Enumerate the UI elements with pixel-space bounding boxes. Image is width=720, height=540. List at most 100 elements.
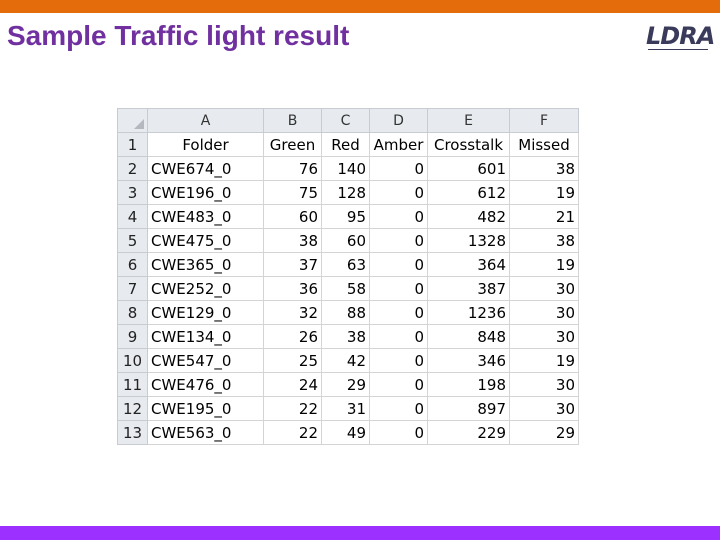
cell-green[interactable]: 22 [263, 420, 322, 445]
column-header-a[interactable]: A [147, 108, 264, 133]
row-number[interactable]: 7 [117, 276, 148, 301]
cell-folder[interactable]: CWE252_0 [147, 276, 264, 301]
cell-missed[interactable]: 30 [509, 324, 579, 349]
header-cell-folder[interactable]: Folder [147, 132, 264, 157]
cell-folder[interactable]: CWE475_0 [147, 228, 264, 253]
cell-red[interactable]: 38 [321, 324, 370, 349]
table-row: 10 CWE547_0 25 42 0 346 19 [117, 348, 579, 373]
row-number[interactable]: 2 [117, 156, 148, 181]
cell-crosstalk[interactable]: 482 [427, 204, 510, 229]
cell-amber[interactable]: 0 [369, 396, 428, 421]
cell-green[interactable]: 37 [263, 252, 322, 277]
cell-missed[interactable]: 19 [509, 252, 579, 277]
cell-folder[interactable]: CWE483_0 [147, 204, 264, 229]
cell-missed[interactable]: 30 [509, 396, 579, 421]
cell-green[interactable]: 38 [263, 228, 322, 253]
column-header-d[interactable]: D [369, 108, 428, 133]
cell-missed[interactable]: 19 [509, 180, 579, 205]
cell-red[interactable]: 128 [321, 180, 370, 205]
cell-missed[interactable]: 30 [509, 276, 579, 301]
cell-crosstalk[interactable]: 1236 [427, 300, 510, 325]
cell-red[interactable]: 58 [321, 276, 370, 301]
cell-green[interactable]: 22 [263, 396, 322, 421]
cell-amber[interactable]: 0 [369, 348, 428, 373]
cell-crosstalk[interactable]: 364 [427, 252, 510, 277]
select-all-corner[interactable] [117, 108, 148, 133]
cell-red[interactable]: 88 [321, 300, 370, 325]
cell-red[interactable]: 140 [321, 156, 370, 181]
cell-folder[interactable]: CWE134_0 [147, 324, 264, 349]
row-number[interactable]: 6 [117, 252, 148, 277]
cell-amber[interactable]: 0 [369, 252, 428, 277]
cell-green[interactable]: 32 [263, 300, 322, 325]
cell-green[interactable]: 36 [263, 276, 322, 301]
cell-amber[interactable]: 0 [369, 372, 428, 397]
cell-amber[interactable]: 0 [369, 156, 428, 181]
header-cell-green[interactable]: Green [263, 132, 322, 157]
cell-crosstalk[interactable]: 198 [427, 372, 510, 397]
cell-folder[interactable]: CWE476_0 [147, 372, 264, 397]
cell-red[interactable]: 31 [321, 396, 370, 421]
cell-crosstalk[interactable]: 346 [427, 348, 510, 373]
header-cell-red[interactable]: Red [321, 132, 370, 157]
row-number[interactable]: 4 [117, 204, 148, 229]
column-header-c[interactable]: C [321, 108, 370, 133]
cell-green[interactable]: 26 [263, 324, 322, 349]
table-row: 8 CWE129_0 32 88 0 1236 30 [117, 300, 579, 325]
cell-red[interactable]: 29 [321, 372, 370, 397]
header-cell-crosstalk[interactable]: Crosstalk [427, 132, 510, 157]
column-header-b[interactable]: B [263, 108, 322, 133]
row-number[interactable]: 13 [117, 420, 148, 445]
cell-green[interactable]: 24 [263, 372, 322, 397]
row-number[interactable]: 12 [117, 396, 148, 421]
cell-folder[interactable]: CWE547_0 [147, 348, 264, 373]
cell-folder[interactable]: CWE365_0 [147, 252, 264, 277]
cell-missed[interactable]: 19 [509, 348, 579, 373]
cell-amber[interactable]: 0 [369, 420, 428, 445]
cell-folder[interactable]: CWE674_0 [147, 156, 264, 181]
cell-red[interactable]: 63 [321, 252, 370, 277]
cell-green[interactable]: 60 [263, 204, 322, 229]
cell-red[interactable]: 60 [321, 228, 370, 253]
cell-amber[interactable]: 0 [369, 180, 428, 205]
cell-amber[interactable]: 0 [369, 324, 428, 349]
cell-folder[interactable]: CWE195_0 [147, 396, 264, 421]
cell-crosstalk[interactable]: 1328 [427, 228, 510, 253]
cell-folder[interactable]: CWE196_0 [147, 180, 264, 205]
cell-crosstalk[interactable]: 229 [427, 420, 510, 445]
cell-missed[interactable]: 30 [509, 300, 579, 325]
header-cell-amber[interactable]: Amber [369, 132, 428, 157]
cell-missed[interactable]: 38 [509, 228, 579, 253]
cell-folder[interactable]: CWE129_0 [147, 300, 264, 325]
row-number[interactable]: 11 [117, 372, 148, 397]
cell-red[interactable]: 95 [321, 204, 370, 229]
cell-crosstalk[interactable]: 612 [427, 180, 510, 205]
cell-missed[interactable]: 30 [509, 372, 579, 397]
row-number[interactable]: 10 [117, 348, 148, 373]
cell-green[interactable]: 76 [263, 156, 322, 181]
cell-crosstalk[interactable]: 601 [427, 156, 510, 181]
cell-missed[interactable]: 38 [509, 156, 579, 181]
row-number[interactable]: 8 [117, 300, 148, 325]
cell-missed[interactable]: 29 [509, 420, 579, 445]
row-number[interactable]: 9 [117, 324, 148, 349]
column-header-e[interactable]: E [427, 108, 510, 133]
cell-green[interactable]: 25 [263, 348, 322, 373]
cell-crosstalk[interactable]: 897 [427, 396, 510, 421]
column-header-f[interactable]: F [509, 108, 579, 133]
cell-red[interactable]: 49 [321, 420, 370, 445]
cell-crosstalk[interactable]: 848 [427, 324, 510, 349]
cell-amber[interactable]: 0 [369, 276, 428, 301]
row-number[interactable]: 3 [117, 180, 148, 205]
header-cell-missed[interactable]: Missed [509, 132, 579, 157]
cell-red[interactable]: 42 [321, 348, 370, 373]
cell-amber[interactable]: 0 [369, 228, 428, 253]
cell-folder[interactable]: CWE563_0 [147, 420, 264, 445]
cell-green[interactable]: 75 [263, 180, 322, 205]
cell-amber[interactable]: 0 [369, 204, 428, 229]
cell-missed[interactable]: 21 [509, 204, 579, 229]
cell-amber[interactable]: 0 [369, 300, 428, 325]
cell-crosstalk[interactable]: 387 [427, 276, 510, 301]
row-number[interactable]: 1 [117, 132, 148, 157]
row-number[interactable]: 5 [117, 228, 148, 253]
